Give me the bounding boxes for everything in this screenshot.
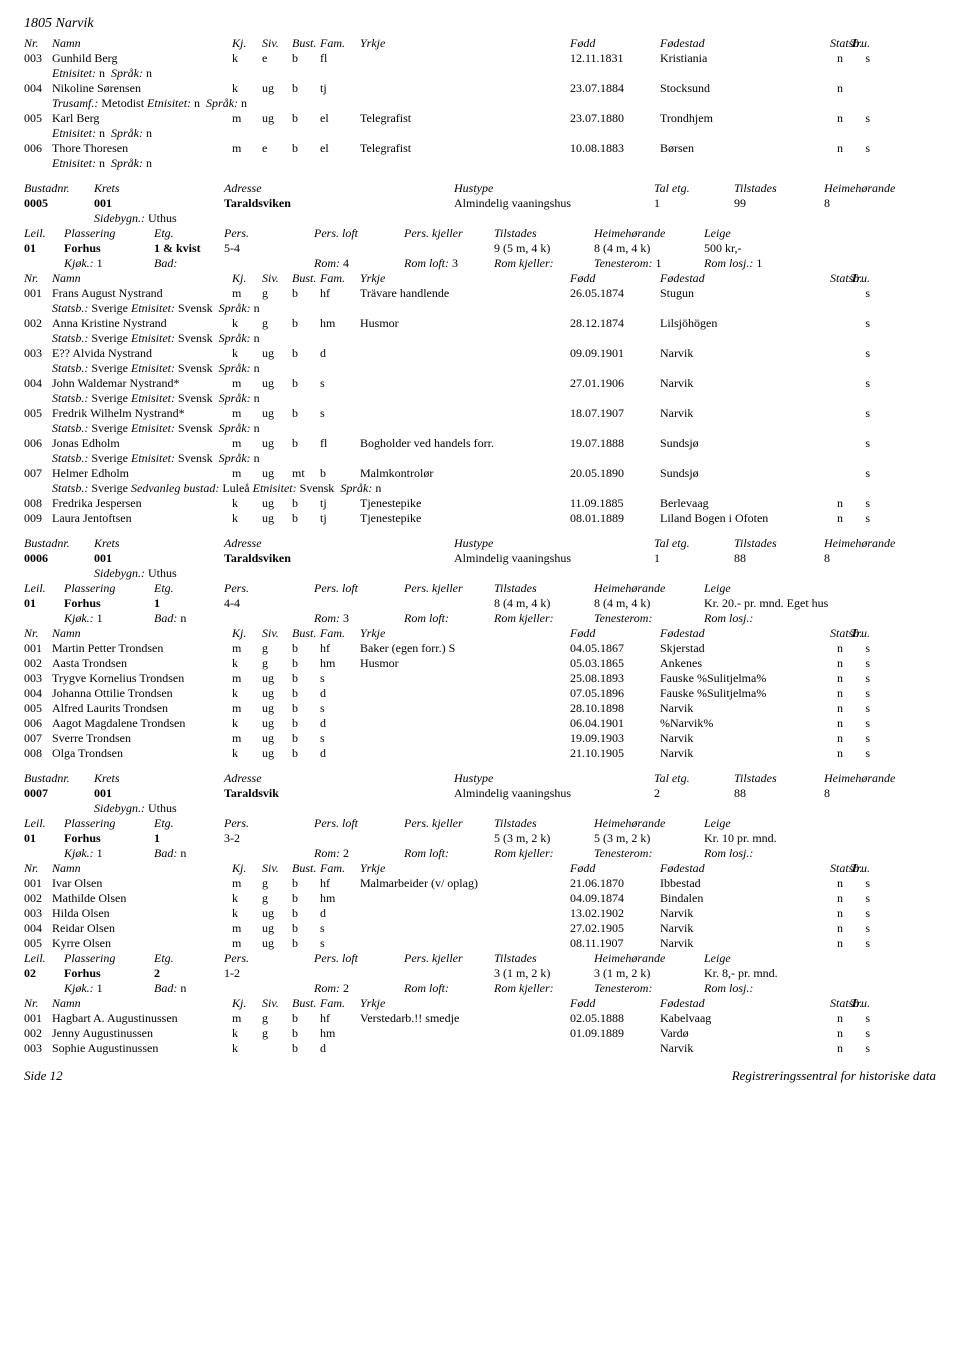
person-row: 005 Fredrik Wilhelm Nystrand* m ug b s 1… <box>24 406 936 421</box>
kjok-row: Kjøk.: 1 Bad: Rom: 4 Rom loft: 3 Rom kje… <box>24 256 936 271</box>
bustad-row: 0006 001 Taraldsviken Almindelig vaaning… <box>24 551 936 566</box>
person-row: 001 Frans August Nystrand m g b hf Träva… <box>24 286 936 301</box>
person-row: 004 Johanna Ottilie Trondsen k ug b d 07… <box>24 686 936 701</box>
kjok-row: Kjøk.: 1 Bad: n Rom: 2 Rom loft: Rom kje… <box>24 846 936 861</box>
person-extra: Statsb.: Sverige Etnisitet: Svensk Språk… <box>24 331 936 346</box>
person-header: Nr. Namn Kj. Siv. Bust. Fam. Yrkje Fødd … <box>24 626 936 641</box>
leil-header: Leil. Plassering Etg. Pers. Pers. loft P… <box>24 816 936 831</box>
person-row: 001 Ivar Olsen m g b hf Malmarbeider (v/… <box>24 876 936 891</box>
person-row: 002 Mathilde Olsen k g b hm 04.09.1874 B… <box>24 891 936 906</box>
leil-header: Leil. Plassering Etg. Pers. Pers. loft P… <box>24 951 936 966</box>
leil-row: 01 Forhus 1 4-4 8 (4 m, 4 k) 8 (4 m, 4 k… <box>24 596 936 611</box>
person-row: 002 Anna Kristine Nystrand k g b hm Husm… <box>24 316 936 331</box>
person-row: 007 Helmer Edholm m ug mt b Malmkontrolø… <box>24 466 936 481</box>
person-row: 002 Jenny Augustinussen k g b hm 01.09.1… <box>24 1026 936 1041</box>
person-row: 005 Karl Berg m ug b el Telegrafist 23.0… <box>24 111 936 126</box>
person-row: 003 Trygve Kornelius Trondsen m ug b s 2… <box>24 671 936 686</box>
person-extra: Etnisitet: n Språk: n <box>24 126 936 141</box>
leil-header: Leil. Plassering Etg. Pers. Pers. loft P… <box>24 581 936 596</box>
person-row: 003 Sophie Augustinussen k b d Narvik n … <box>24 1041 936 1056</box>
person-row: 001 Martin Petter Trondsen m g b hf Bake… <box>24 641 936 656</box>
sidebygn-row: Sidebygn.: Uthus <box>24 211 936 226</box>
person-extra: Statsb.: Sverige Etnisitet: Svensk Språk… <box>24 361 936 376</box>
page-title: 1805 Narvik <box>24 16 936 32</box>
person-extra: Trusamf.: Metodist Etnisitet: n Språk: n <box>24 96 936 111</box>
person-extra: Statsb.: Sverige Etnisitet: Svensk Språk… <box>24 301 936 316</box>
person-header: Nr. Namn Kj. Siv. Bust. Fam. Yrkje Fødd … <box>24 861 936 876</box>
person-row: 004 Reidar Olsen m ug b s 27.02.1905 Nar… <box>24 921 936 936</box>
leil-row: 01 Forhus 1 & kvist 5-4 9 (5 m, 4 k) 8 (… <box>24 241 936 256</box>
person-row: 004 John Waldemar Nystrand* m ug b s 27.… <box>24 376 936 391</box>
kjok-row: Kjøk.: 1 Bad: n Rom: 3 Rom loft: Rom kje… <box>24 611 936 626</box>
person-row: 003 Hilda Olsen k ug b d 13.02.1902 Narv… <box>24 906 936 921</box>
person-row: 003 Gunhild Berg k e b fl 12.11.1831 Kri… <box>24 51 936 66</box>
person-extra: Statsb.: Sverige Etnisitet: Svensk Språk… <box>24 391 936 406</box>
person-extra: Etnisitet: n Språk: n <box>24 156 936 171</box>
person-header: Nr. Namn Kj. Siv. Bust. Fam. Yrkje Fødd … <box>24 271 936 286</box>
person-row: 006 Jonas Edholm m ug b fl Bogholder ved… <box>24 436 936 451</box>
person-extra: Statsb.: Sverige Etnisitet: Svensk Språk… <box>24 451 936 466</box>
person-row: 008 Fredrika Jespersen k ug b tj Tjenest… <box>24 496 936 511</box>
sidebygn-row: Sidebygn.: Uthus <box>24 566 936 581</box>
leil-row: 02 Forhus 2 1-2 3 (1 m, 2 k) 3 (1 m, 2 k… <box>24 966 936 981</box>
person-extra: Etnisitet: n Språk: n <box>24 66 936 81</box>
person-row: 006 Aagot Magdalene Trondsen k ug b d 06… <box>24 716 936 731</box>
person-row: 001 Hagbart A. Augustinussen m g b hf Ve… <box>24 1011 936 1026</box>
bustad-row: 0007 001 Taraldsvik Almindelig vaaningsh… <box>24 786 936 801</box>
person-row: 004 Nikoline Sørensen k ug b tj 23.07.18… <box>24 81 936 96</box>
person-header: Nr. Namn Kj. Siv. Bust. Fam. Yrkje Fødd … <box>24 36 936 51</box>
bustads-block: Bustadnr. Krets Adresse Hustype Tal etg.… <box>24 171 936 1056</box>
person-row: 006 Thore Thoresen m e b el Telegrafist … <box>24 141 936 156</box>
bustad-header: Bustadnr. Krets Adresse Hustype Tal etg.… <box>24 181 936 196</box>
person-header: Nr. Namn Kj. Siv. Bust. Fam. Yrkje Fødd … <box>24 996 936 1011</box>
footer-right: Registreringssentral for historiske data <box>732 1068 936 1084</box>
top-block: Nr. Namn Kj. Siv. Bust. Fam. Yrkje Fødd … <box>24 36 936 171</box>
bustad-header: Bustadnr. Krets Adresse Hustype Tal etg.… <box>24 536 936 551</box>
leil-row: 01 Forhus 1 3-2 5 (3 m, 2 k) 5 (3 m, 2 k… <box>24 831 936 846</box>
leil-header: Leil. Plassering Etg. Pers. Pers. loft P… <box>24 226 936 241</box>
person-row: 003 E?? Alvida Nystrand k ug b d 09.09.1… <box>24 346 936 361</box>
person-row: 009 Laura Jentoftsen k ug b tj Tjenestep… <box>24 511 936 526</box>
person-row: 002 Aasta Trondsen k g b hm Husmor 05.03… <box>24 656 936 671</box>
person-row: 005 Kyrre Olsen m ug b s 08.11.1907 Narv… <box>24 936 936 951</box>
person-extra: Statsb.: Sverige Sedvanleg bustad: Luleå… <box>24 481 936 496</box>
kjok-row: Kjøk.: 1 Bad: n Rom: 2 Rom loft: Rom kje… <box>24 981 936 996</box>
person-row: 008 Olga Trondsen k ug b d 21.10.1905 Na… <box>24 746 936 761</box>
sidebygn-row: Sidebygn.: Uthus <box>24 801 936 816</box>
person-extra: Statsb.: Sverige Etnisitet: Svensk Språk… <box>24 421 936 436</box>
person-row: 005 Alfred Laurits Trondsen m ug b s 28.… <box>24 701 936 716</box>
bustad-header: Bustadnr. Krets Adresse Hustype Tal etg.… <box>24 771 936 786</box>
footer-left: Side 12 <box>24 1068 63 1084</box>
bustad-row: 0005 001 Taraldsviken Almindelig vaaning… <box>24 196 936 211</box>
footer: Side 12 Registreringssentral for histori… <box>24 1068 936 1084</box>
person-row: 007 Sverre Trondsen m ug b s 19.09.1903 … <box>24 731 936 746</box>
